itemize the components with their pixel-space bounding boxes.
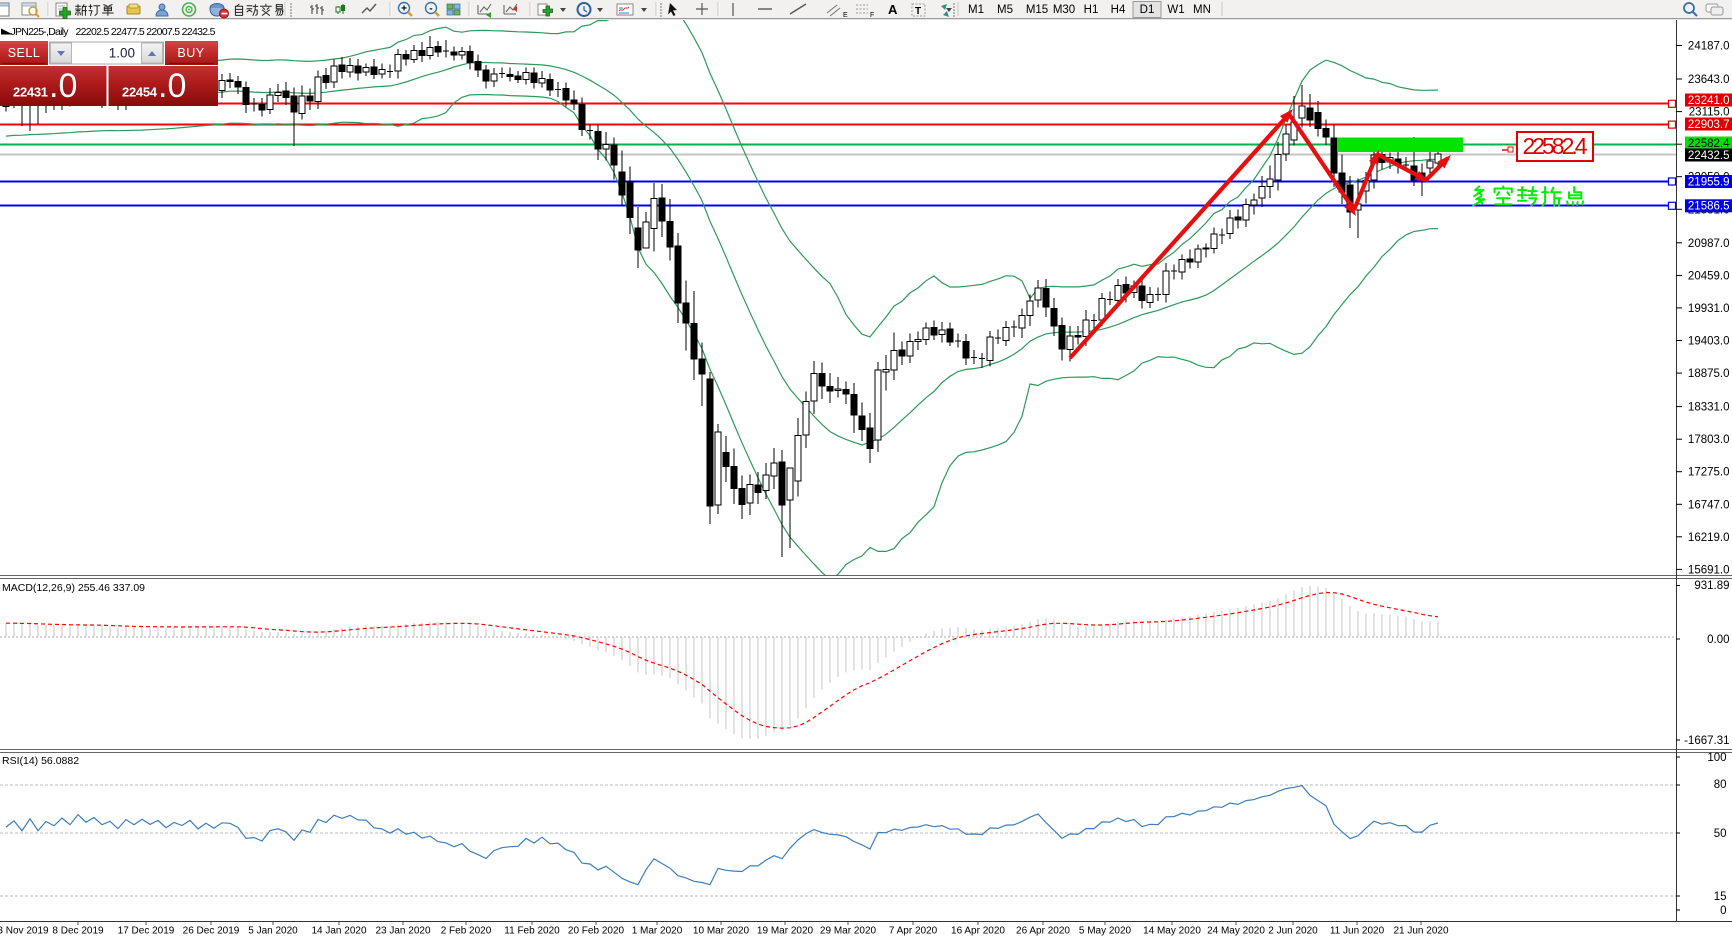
svg-text:22432.5: 22432.5 (1688, 150, 1730, 162)
svg-text:17 Dec 2019: 17 Dec 2019 (118, 926, 175, 937)
svg-text:21 Jun 2020: 21 Jun 2020 (1393, 926, 1448, 937)
svg-text:BUY: BUY (177, 46, 204, 60)
svg-text:F: F (870, 12, 874, 19)
svg-text:2 Jun 2020: 2 Jun 2020 (1268, 926, 1318, 937)
svg-text:22582.4: 22582.4 (1523, 133, 1588, 159)
svg-text:SELL: SELL (8, 46, 41, 60)
svg-text:0.00: 0.00 (1707, 634, 1729, 646)
svg-text:17803.0: 17803.0 (1688, 434, 1730, 446)
svg-text:.0: .0 (49, 67, 77, 105)
svg-text:19403.0: 19403.0 (1688, 336, 1730, 348)
svg-text:8 Dec 2019: 8 Dec 2019 (52, 926, 104, 937)
svg-text:7 Apr 2020: 7 Apr 2020 (889, 926, 938, 937)
svg-text:931.89: 931.89 (1694, 580, 1729, 592)
svg-text:MACD(12,26,9) 255.46 337.09: MACD(12,26,9) 255.46 337.09 (2, 582, 145, 594)
svg-text:1.00: 1.00 (109, 46, 135, 61)
svg-text:22454: 22454 (122, 85, 158, 100)
svg-text:19931.0: 19931.0 (1688, 303, 1730, 315)
svg-text:20987.0: 20987.0 (1688, 238, 1730, 250)
svg-text:H1: H1 (1084, 4, 1099, 16)
svg-text:11 Feb 2020: 11 Feb 2020 (504, 926, 560, 937)
svg-text:D1: D1 (1140, 4, 1155, 16)
svg-text:14 May 2020: 14 May 2020 (1143, 926, 1201, 937)
svg-text:20459.0: 20459.0 (1688, 270, 1730, 282)
svg-text:23115.0: 23115.0 (1689, 107, 1730, 119)
svg-text:100: 100 (1707, 752, 1726, 764)
svg-text:15691.0: 15691.0 (1688, 564, 1730, 576)
svg-text:JPN225-,Daily: JPN225-,Daily (11, 26, 70, 38)
svg-text:17275.0: 17275.0 (1688, 467, 1730, 479)
svg-text:3 Nov 2019: 3 Nov 2019 (0, 926, 49, 937)
svg-text:80: 80 (1714, 779, 1727, 791)
svg-text:21955.9: 21955.9 (1688, 176, 1730, 188)
svg-text:5 Jan 2020: 5 Jan 2020 (248, 926, 298, 937)
svg-text:M15: M15 (1026, 4, 1048, 16)
svg-text:-1667.31: -1667.31 (1684, 735, 1729, 747)
svg-text:23241.0: 23241.0 (1688, 95, 1730, 107)
svg-text:22431: 22431 (13, 85, 48, 100)
svg-text:22903.7: 22903.7 (1688, 119, 1730, 131)
svg-text:+: + (401, 4, 407, 15)
svg-text:24187.0: 24187.0 (1688, 41, 1730, 53)
svg-text:23643.0: 23643.0 (1688, 74, 1730, 86)
svg-text:1 Mar 2020: 1 Mar 2020 (632, 926, 683, 937)
svg-text:50: 50 (1714, 828, 1727, 840)
svg-text:16 Apr 2020: 16 Apr 2020 (951, 926, 1005, 937)
svg-text:-: - (429, 4, 432, 15)
svg-text:19 Mar 2020: 19 Mar 2020 (757, 926, 814, 937)
svg-text:A: A (888, 2, 898, 17)
svg-text:5 May 2020: 5 May 2020 (1079, 926, 1132, 937)
svg-text:2 Feb 2020: 2 Feb 2020 (441, 926, 492, 937)
svg-text:16747.0: 16747.0 (1688, 499, 1730, 511)
svg-text:0: 0 (1720, 905, 1726, 917)
svg-text:20 Feb 2020: 20 Feb 2020 (568, 926, 625, 937)
svg-text:M5: M5 (997, 4, 1013, 16)
svg-text:26 Dec 2019: 26 Dec 2019 (183, 926, 240, 937)
svg-text:18331.0: 18331.0 (1688, 402, 1730, 414)
svg-text:18875.0: 18875.0 (1688, 368, 1730, 380)
svg-text:22202.5 22477.5 22007.5 22432.: 22202.5 22477.5 22007.5 22432.5 (76, 26, 216, 38)
svg-text:24 May 2020: 24 May 2020 (1207, 926, 1265, 937)
svg-text:M1: M1 (968, 4, 984, 16)
svg-text:14 Jan 2020: 14 Jan 2020 (311, 926, 366, 937)
svg-text:.0: .0 (158, 67, 186, 105)
svg-text:16219.0: 16219.0 (1688, 532, 1730, 544)
svg-text:23 Jan 2020: 23 Jan 2020 (375, 926, 430, 937)
svg-text:29 Mar 2020: 29 Mar 2020 (820, 926, 877, 937)
svg-text:22582.4: 22582.4 (1688, 138, 1730, 150)
svg-text:21586.5: 21586.5 (1688, 201, 1730, 213)
svg-text:M30: M30 (1053, 4, 1075, 16)
svg-text:15: 15 (1714, 891, 1727, 903)
svg-text:W1: W1 (1167, 4, 1184, 16)
svg-text:H4: H4 (1111, 4, 1126, 16)
svg-text:T: T (915, 6, 921, 17)
svg-text:10 Mar 2020: 10 Mar 2020 (693, 926, 750, 937)
svg-text:E: E (843, 12, 848, 19)
svg-text:26 Apr 2020: 26 Apr 2020 (1016, 926, 1070, 937)
svg-text:MN: MN (1193, 4, 1211, 16)
svg-text:RSI(14) 56.0882: RSI(14) 56.0882 (2, 755, 79, 767)
svg-text:11 Jun 2020: 11 Jun 2020 (1330, 926, 1385, 937)
